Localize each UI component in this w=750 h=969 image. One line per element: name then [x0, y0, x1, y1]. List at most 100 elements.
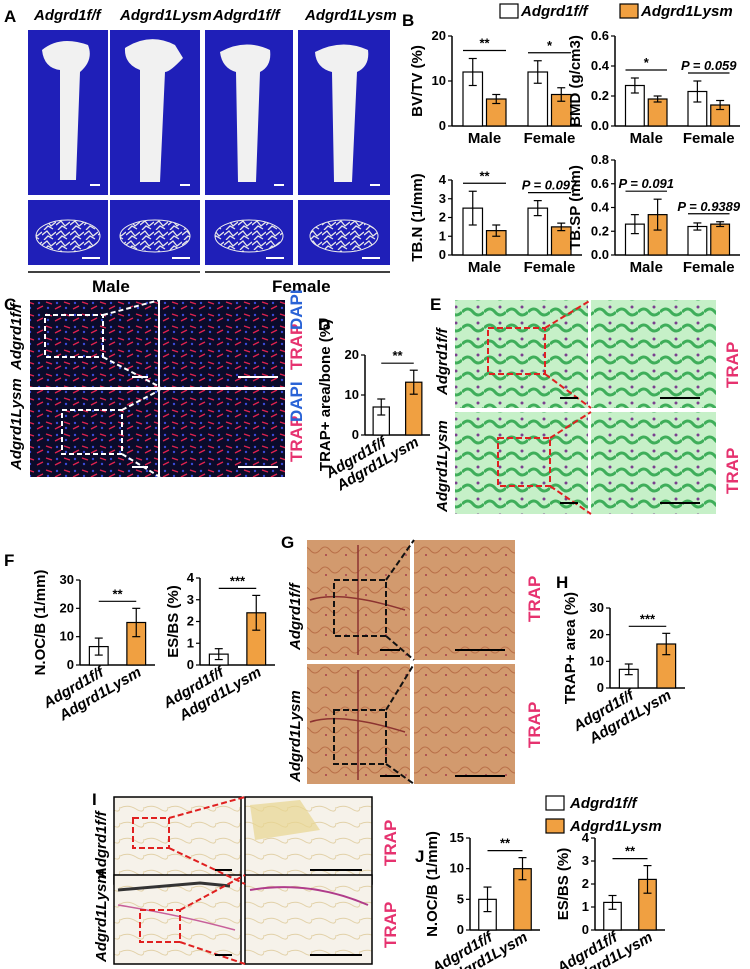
y-tick-label: 0.6 [591, 176, 609, 191]
sig-label: ** [479, 168, 490, 183]
y-tick-label: 20 [590, 627, 604, 642]
sig-label: *** [230, 573, 246, 588]
y-axis-title: TB.N (1/mm) [409, 173, 426, 261]
y-axis-title: N.OC/B (1/mm) [32, 570, 49, 676]
dapi-label: DAPI [287, 289, 306, 330]
sig-label: * [547, 38, 553, 53]
panel-b-legend: Adgrd1f/f Adgrd1Lysm [499, 3, 733, 20]
y-tick-label: 0 [67, 657, 74, 672]
y-tick-label: 0 [187, 657, 194, 672]
trap-label: TRAP [723, 342, 742, 388]
y-axis-title: TRAP+ area/bone (%) [317, 319, 334, 471]
y-tick-label: 1 [187, 635, 194, 650]
y-tick-label: 4 [582, 830, 590, 845]
y-tick-label: 30 [590, 600, 604, 615]
y-tick-label: 0 [439, 118, 446, 133]
panel-a-scans [28, 30, 390, 265]
dapi-label: DAPI [287, 381, 306, 422]
trap-label: TRAP [381, 902, 400, 948]
genotype-lysm-label: Adgrd1Lysm [434, 420, 451, 513]
chart-bmd: 0.0 0.2 0.4 0.6 BMD (g/cm3) Male * Female P = 0.… [567, 28, 740, 147]
genotype-ff-label: Adgrd1f/f [8, 301, 25, 371]
trap-label: TRAP [381, 820, 400, 866]
sig-label: ** [112, 586, 123, 601]
trap-label: TRAP [287, 416, 306, 462]
genotype-ff-label: Adgrd1f/f [434, 326, 451, 396]
y-tick-label: 10 [590, 653, 604, 668]
y-tick-label: 0 [582, 922, 589, 937]
y-tick-label: 0.2 [591, 223, 609, 238]
x-tick-label: Female [524, 259, 576, 276]
y-tick-label: 2 [439, 210, 446, 225]
y-tick-label: 20 [432, 28, 446, 43]
y-tick-label: 4 [439, 172, 447, 187]
sig-label: ** [625, 844, 636, 859]
sig-label: *** [640, 611, 656, 626]
panel-j-legend: Adgrd1f/f Adgrd1Lysm [545, 795, 662, 835]
y-tick-label: 0 [352, 427, 359, 442]
sex-female-label: Female [272, 277, 331, 296]
y-tick-label: 0.0 [591, 247, 609, 262]
sex-male-label: Male [92, 277, 130, 296]
y-axis-title: ES/BS (%) [165, 585, 182, 658]
trap-label: TRAP [287, 324, 306, 370]
trap-label: TRAP [525, 576, 544, 622]
sig-label: P = 0.097 [522, 178, 578, 193]
panel-g-images [307, 539, 515, 785]
sig-label: P = 0.091 [618, 176, 674, 191]
sig-label: ** [500, 836, 511, 851]
genotype-ff-label: Adgrd1f/f [287, 581, 304, 651]
y-tick-label: 0.2 [591, 88, 609, 103]
panel-i-images [113, 796, 373, 965]
y-tick-label: 10 [60, 629, 74, 644]
genotype-lysm-label: Adgrd1Lysm [287, 690, 304, 783]
panel-label-d: D [318, 315, 330, 334]
bar [687, 225, 708, 256]
genotype-ff-label: Adgrd1f/f [33, 7, 103, 24]
bar [710, 223, 731, 256]
y-tick-label: 0 [597, 680, 604, 695]
y-tick-label: 3 [439, 191, 446, 206]
y-axis-title: TB.SP (mm) [567, 165, 584, 250]
chart-tb-n: 0 1 2 3 4 TB.N (1/mm) Male ** Female P = 0.097 [409, 168, 582, 276]
y-tick-label: 0.4 [591, 58, 610, 73]
panel-e-images [455, 299, 716, 515]
panel-label-g: G [281, 533, 294, 552]
femur-shape [124, 39, 183, 183]
genotype-lysm-label: Adgrd1Lysm [8, 378, 25, 471]
y-tick-label: 0 [439, 247, 446, 262]
panel-label-a: A [4, 7, 16, 26]
panel-label-b: B [402, 11, 414, 30]
sig-label: ** [392, 348, 403, 363]
x-tick-label: Male [468, 259, 501, 276]
y-tick-label: 30 [60, 572, 74, 587]
y-tick-label: 20 [60, 600, 74, 615]
sig-label: ** [479, 36, 490, 51]
sig-label: * [644, 55, 650, 70]
y-tick-label: 15 [450, 830, 464, 845]
x-tick-label: Male [468, 130, 501, 147]
x-tick-label: Female [683, 259, 735, 276]
panel-label-h: H [556, 573, 568, 592]
y-axis-title: BV/TV (%) [409, 45, 426, 117]
panel-label-f: F [4, 551, 14, 570]
y-tick-label: 3 [187, 592, 194, 607]
svg-text:Adgrd1Lysm: Adgrd1Lysm [569, 818, 662, 835]
sig-label: P = 0.059 [681, 58, 737, 73]
y-tick-label: 10 [432, 73, 446, 88]
chart-tb-sp: 0.0 0.2 0.4 0.6 0.8 TB.SP (mm) Male P = 0.091 Fe… [567, 152, 741, 276]
y-tick-label: 5 [457, 891, 464, 906]
panel-label-i: I [92, 790, 97, 809]
chart-bv-tv: 0 10 20 BV/TV (%) Male ** Female * [409, 28, 582, 147]
bar [647, 98, 668, 127]
y-axis-title: BMD (g/cm3) [567, 35, 584, 127]
y-axis-title: N.OC/B (1/mm) [424, 831, 441, 937]
y-tick-label: 10 [345, 387, 359, 402]
y-tick-label: 1 [439, 228, 446, 243]
svg-text:Adgrd1Lysm: Adgrd1Lysm [640, 3, 733, 20]
x-tick-label: Female [524, 130, 576, 147]
